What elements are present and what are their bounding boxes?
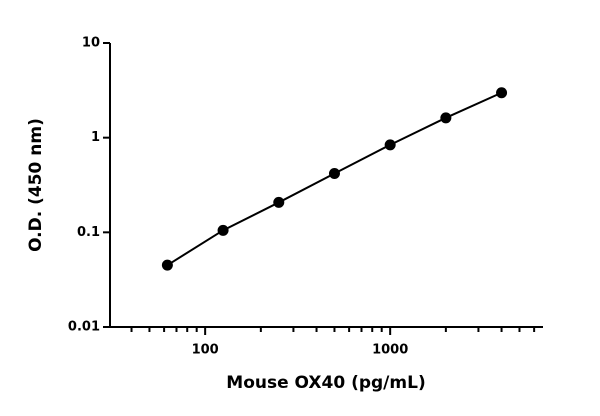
data-point bbox=[328, 168, 340, 180]
y-tick-label: 0.01 bbox=[68, 320, 100, 335]
data-point bbox=[384, 139, 396, 151]
data-point bbox=[440, 112, 452, 124]
x-axis-title: Mouse OX40 (pg/mL) bbox=[226, 373, 425, 393]
x-tick-label: 1000 bbox=[372, 343, 408, 358]
data-point bbox=[161, 259, 173, 271]
y-axis-title: O.D. (450 nm) bbox=[26, 118, 46, 252]
data-point bbox=[217, 224, 229, 236]
y-tick-label: 1 bbox=[91, 130, 100, 145]
y-tick-label: 10 bbox=[82, 36, 100, 51]
data-point bbox=[273, 196, 285, 208]
y-tick-label: 0.1 bbox=[77, 225, 100, 240]
x-tick-label: 100 bbox=[192, 343, 219, 358]
data-point bbox=[496, 87, 508, 99]
